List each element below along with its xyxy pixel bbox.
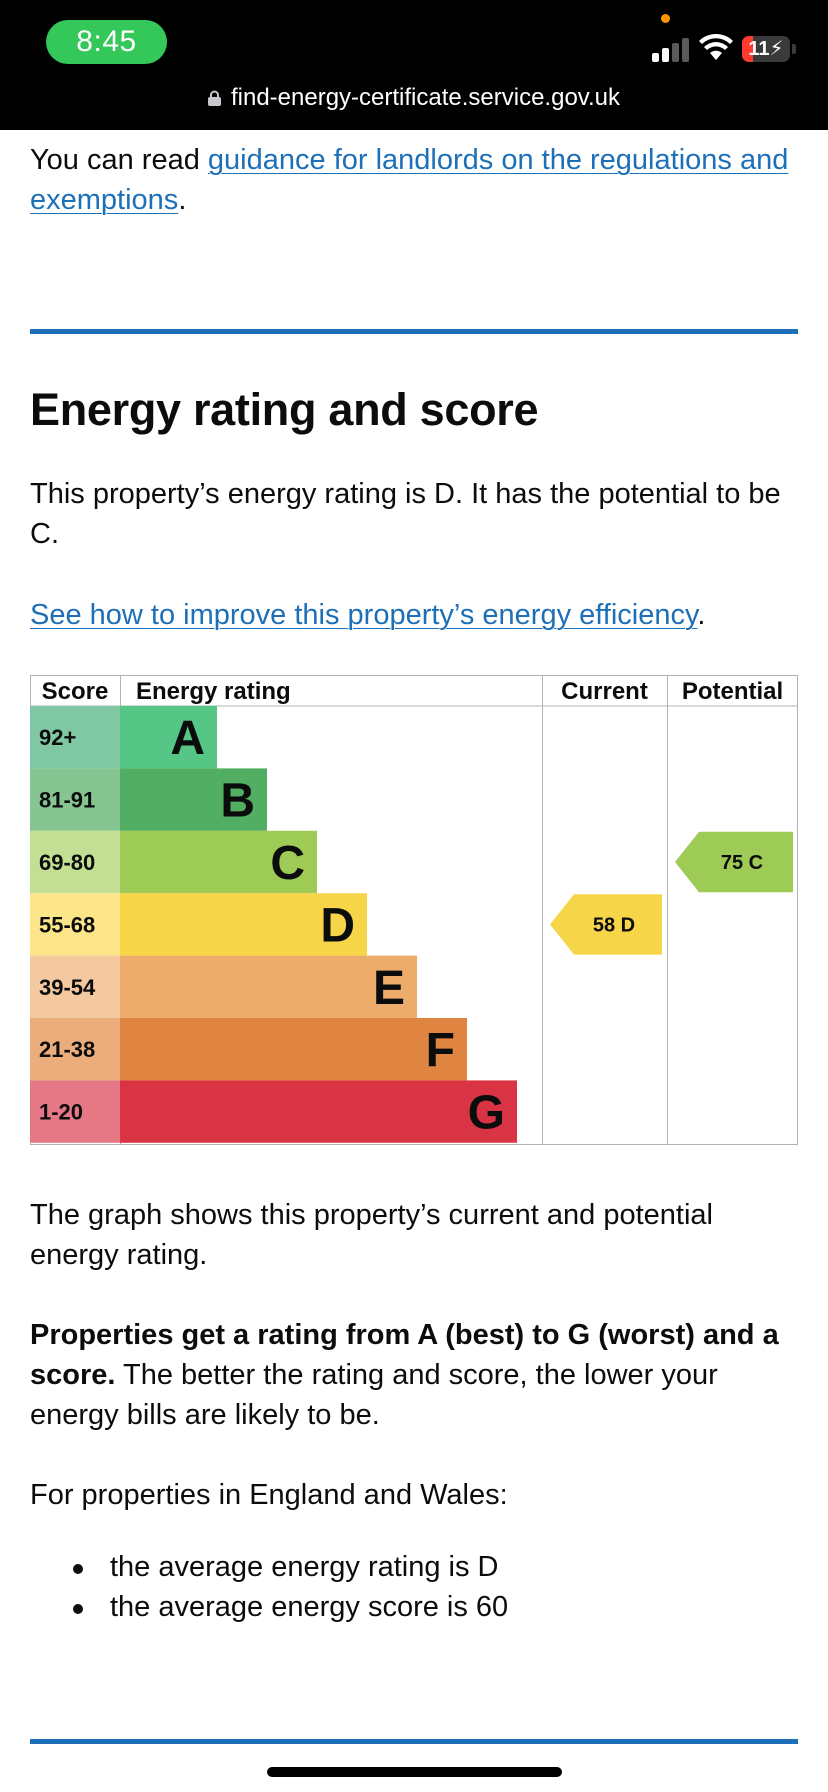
- current-rating-arrow: [550, 894, 662, 955]
- score-label: 39-54: [39, 975, 96, 1000]
- score-cell: [30, 768, 120, 831]
- rating-bar-f: [120, 1018, 467, 1081]
- region-heading: For properties in England and Wales:: [30, 1479, 508, 1511]
- bullet-icon: [73, 1564, 83, 1574]
- rating-letter: G: [468, 1087, 505, 1140]
- score-label: 69-80: [39, 850, 95, 875]
- rating-bar-e: [120, 955, 417, 1018]
- intro-paragraph: You can read guidance for landlords on t…: [30, 144, 789, 216]
- rating-bar-d: [120, 893, 367, 956]
- energy-rating-graph: Score Energy rating Current Potential 92+ A 81…: [30, 675, 798, 1145]
- page-content: You can read guidance for landlords on t…: [30, 130, 798, 220]
- current-rating-label: 58 D: [593, 914, 635, 936]
- rating-explanation-bold: Properties get a rating from A (best) to…: [30, 1319, 779, 1391]
- rating-letter: C: [270, 837, 305, 890]
- list-item: the average energy score is 60: [30, 1587, 800, 1627]
- battery-charging-icon: 11⚡: [742, 36, 790, 62]
- rating-letter: E: [373, 962, 405, 1015]
- potential-rating-arrow: [675, 831, 793, 893]
- rating-explanation-rest: The better the rating and score, the low…: [30, 1359, 718, 1431]
- rating-summary: This property’s energy rating is D. It h…: [30, 478, 781, 550]
- graph-explanation: The graph shows this property’s current …: [30, 1199, 713, 1271]
- browser-top-bar: 8:45 11⚡ find-energy-certificate.service…: [0, 0, 828, 130]
- lock-icon: [207, 90, 221, 106]
- rating-letter: A: [170, 712, 205, 765]
- energy-rating-chart: Score Energy rating Current Potential 92+ A 81…: [30, 675, 798, 1145]
- rating-explanation: Properties get a rating from A (best) to…: [30, 1315, 800, 1435]
- improve-efficiency-link[interactable]: See how to improve this property’s energ…: [30, 599, 698, 631]
- rating-bar-g: [120, 1080, 517, 1143]
- potential-rating-label: 75 C: [721, 852, 763, 874]
- list-item: the average energy rating is D: [30, 1547, 800, 1587]
- header-potential: Potential: [682, 678, 783, 705]
- score-cell: [30, 893, 120, 956]
- improve-paragraph: See how to improve this property’s energ…: [30, 599, 706, 631]
- bullet-icon: [73, 1604, 83, 1614]
- score-cell: [30, 706, 120, 769]
- score-cell: [30, 1018, 120, 1081]
- privacy-indicator-dot: [661, 14, 670, 23]
- score-cell: [30, 1080, 120, 1143]
- score-cell: [30, 830, 120, 894]
- rating-letter: F: [426, 1024, 455, 1077]
- signal-icon: [652, 38, 690, 62]
- score-label: 55-68: [39, 912, 95, 937]
- home-indicator[interactable]: [267, 1767, 562, 1777]
- landlord-guidance-link[interactable]: guidance for landlords on the regulation…: [30, 144, 789, 216]
- section-title: Energy rating and score: [30, 384, 539, 435]
- rating-bar-c: [120, 830, 317, 894]
- score-label: 21-38: [39, 1037, 95, 1062]
- wifi-icon: [699, 34, 733, 60]
- section-divider-bottom: [30, 1739, 798, 1744]
- rating-letter: D: [320, 899, 355, 952]
- score-label: 81-91: [39, 788, 95, 813]
- header-score: Score: [42, 678, 109, 705]
- header-energy-rating: Energy rating: [136, 678, 291, 705]
- header-current: Current: [561, 678, 648, 705]
- section-divider: [30, 329, 798, 334]
- score-label: 92+: [39, 725, 76, 750]
- address-bar[interactable]: find-energy-certificate.service.gov.uk: [0, 84, 828, 112]
- url-text: find-energy-certificate.service.gov.uk: [230, 84, 621, 111]
- rating-bar-b: [120, 768, 267, 831]
- rating-letter: B: [220, 775, 255, 828]
- score-cell: [30, 955, 120, 1018]
- score-label: 1-20: [39, 1100, 83, 1125]
- averages-list: the average energy rating is D the avera…: [30, 1547, 800, 1627]
- rating-bar-a: [120, 706, 217, 769]
- status-time: 8:45: [46, 20, 167, 64]
